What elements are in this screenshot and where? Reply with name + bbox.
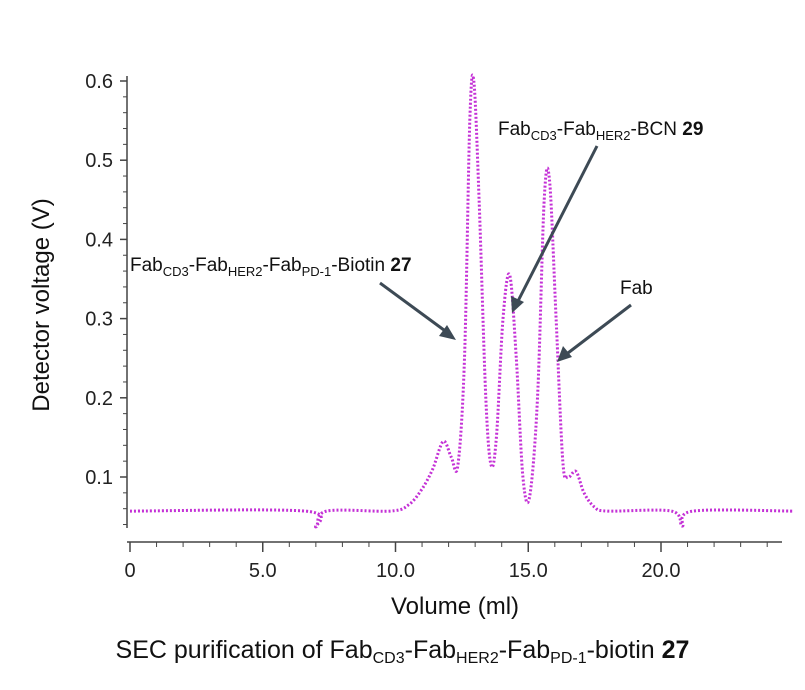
y-tick-label: 0.5 xyxy=(85,150,113,172)
y-axis-title: Detector voltage (V) xyxy=(28,198,55,411)
x-tick-label: 10.0 xyxy=(376,560,415,582)
arrowhead-peak-27 xyxy=(439,325,456,340)
y-tick-label: 0.4 xyxy=(85,229,113,251)
arrowhead-fab xyxy=(557,346,572,362)
x-tick-label: 15.0 xyxy=(509,560,548,582)
arrow-fab xyxy=(563,303,632,358)
y-tick-label: 0.2 xyxy=(85,388,113,410)
arrow-peak-27 xyxy=(379,281,449,335)
x-tick-label: 0 xyxy=(124,560,135,582)
x-tick-label: 5.0 xyxy=(249,560,277,582)
arrow-peak-29 xyxy=(514,145,599,306)
annotation-peak-29: FabCD3-FabHER2-BCN 29 xyxy=(498,119,703,143)
y-tick-label: 0.1 xyxy=(85,467,113,489)
series-line xyxy=(129,73,794,529)
x-axis-title: Volume (ml) xyxy=(391,593,519,620)
figure-caption: SEC purification of FabCD3-FabHER2-FabPD… xyxy=(115,636,690,667)
annotation-peak-27: FabCD3-FabHER2-FabPD-1-Biotin 27 xyxy=(130,255,412,279)
arrowhead-peak-29 xyxy=(511,296,524,313)
y-tick-label: 0.6 xyxy=(85,71,113,93)
y-tick-label: 0.3 xyxy=(85,309,113,331)
chromatogram-series xyxy=(129,73,794,529)
chart-axes: 0.1 0.2 0.3 0.4 0.5 0.6 0 5.0 10.0 15.0 20.0 Volume… xyxy=(28,71,782,620)
x-tick-label: 20.0 xyxy=(642,560,681,582)
annotation-fab: Fab xyxy=(620,278,653,299)
